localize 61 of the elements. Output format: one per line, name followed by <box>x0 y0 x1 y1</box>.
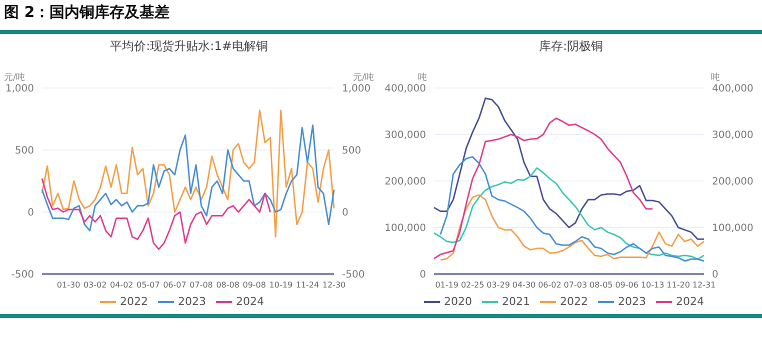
y-tick-label: 100,000 <box>384 223 426 234</box>
x-tick-label: 01-19 <box>435 280 458 290</box>
line-series <box>433 97 705 240</box>
line-series <box>440 194 705 261</box>
y-tick-label: 1,000 <box>5 84 34 95</box>
y2-tick-label: 500 <box>342 146 362 157</box>
legend-label: 2023 <box>178 295 206 308</box>
y-tick-label: 200,000 <box>384 176 426 188</box>
legend-label: 2022 <box>120 295 148 308</box>
x-tick-label: 04-02 <box>110 280 134 290</box>
chart-title: 库存:阴极铜 <box>538 38 604 55</box>
y-tick-label: 500 <box>14 146 34 157</box>
y2-axis-title: 吨 <box>711 72 720 84</box>
x-tick-label: 12-30 <box>322 280 346 290</box>
y2-axis-title: 元/吨 <box>352 72 374 84</box>
legend-label: 2023 <box>618 295 646 308</box>
x-tick-label: 10-13 <box>640 280 664 290</box>
x-tick-label: 06-07 <box>163 280 186 290</box>
x-tick-label: 07-03 <box>564 280 588 290</box>
x-tick-label: 04-30 <box>512 280 536 290</box>
y-tick-label: 0 <box>28 208 34 219</box>
x-tick-label: 06-02 <box>538 280 562 290</box>
x-tick-label: 01-30 <box>56 280 80 290</box>
y2-tick-label: 0 <box>712 270 718 281</box>
x-tick-label: 11-24 <box>296 280 320 290</box>
legend-label: 2024 <box>676 295 704 308</box>
y2-tick-label: 1,000 <box>342 84 371 95</box>
legend-label: 2022 <box>560 295 588 308</box>
line-series <box>41 124 335 232</box>
chart-title: 图 2：国内铜库存及基差 <box>4 3 170 22</box>
y-tick-label: 0 <box>420 270 426 281</box>
x-tick-label: 11-20 <box>666 280 690 290</box>
x-tick-label: 02-25 <box>460 280 484 290</box>
legend-label: 2024 <box>236 295 264 308</box>
y-axis-title: 吨 <box>418 72 427 84</box>
x-tick-label: 05-07 <box>136 280 160 290</box>
x-tick-label: 03-02 <box>83 280 107 290</box>
chart-subtitle: 平均价:现货升贴水:1#电解铜 <box>109 38 269 55</box>
x-tick-label: 08-05 <box>590 280 613 290</box>
y2-tick-label: 300,000 <box>712 130 754 142</box>
y-tick-label: 300,000 <box>384 130 426 142</box>
x-tick-label: 09-08 <box>242 280 266 290</box>
x-tick-label: 03-29 <box>486 280 510 290</box>
y2-tick-label: -500 <box>342 270 365 281</box>
x-tick-label: 10-19 <box>269 280 293 290</box>
y-tick-label: -500 <box>11 270 34 281</box>
y2-tick-label: 0 <box>342 208 348 219</box>
x-tick-label: 09-06 <box>615 280 638 290</box>
x-tick-label: 08-08 <box>216 280 240 290</box>
y2-tick-label: 200,000 <box>712 176 754 188</box>
x-tick-label: 12-31 <box>692 280 716 290</box>
line-series <box>41 110 335 238</box>
line-series <box>433 117 654 260</box>
x-tick-label: 07-08 <box>190 280 213 290</box>
y2-tick-label: 400,000 <box>712 84 754 95</box>
legend-label: 2020 <box>444 295 472 308</box>
y-axis-title: 元/吨 <box>4 72 26 84</box>
line-series <box>41 178 272 250</box>
y-tick-label: 400,000 <box>384 84 426 95</box>
y2-tick-label: 100,000 <box>712 223 754 234</box>
legend-label: 2021 <box>502 295 530 308</box>
